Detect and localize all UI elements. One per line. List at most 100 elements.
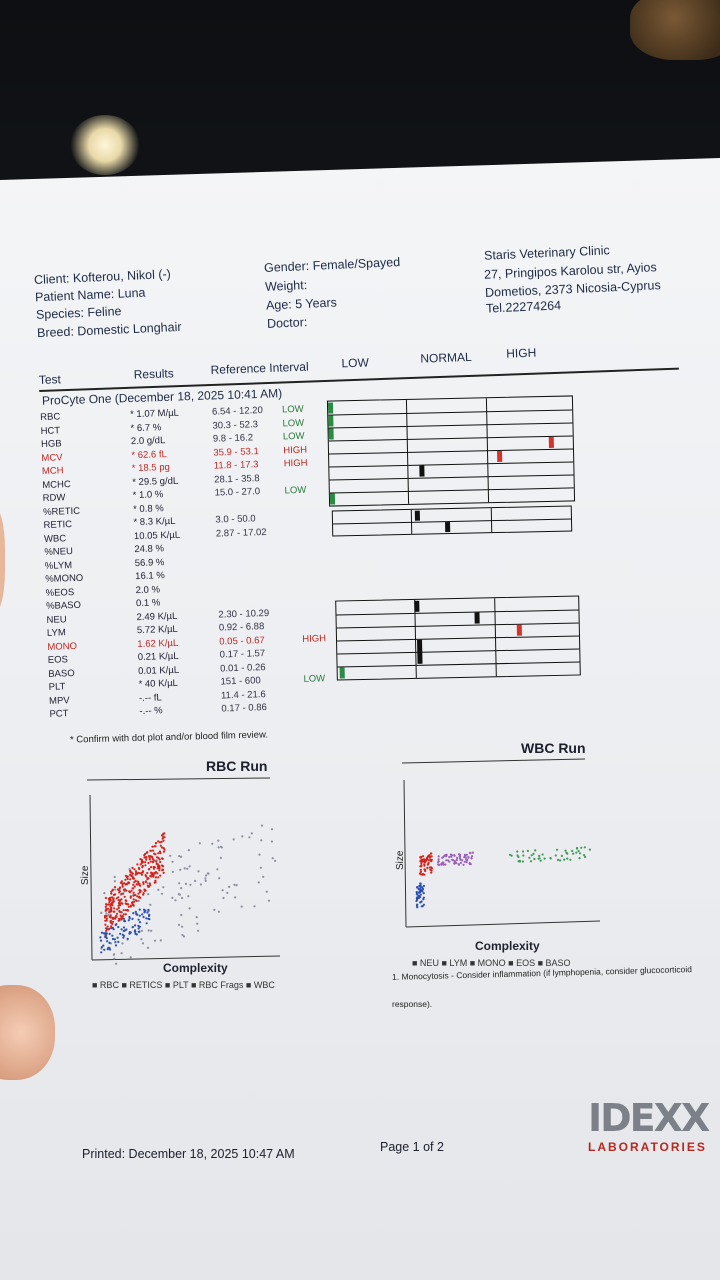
scatter-dot [232, 838, 235, 841]
scatter-dot [99, 936, 102, 939]
scatter-dot [186, 867, 189, 870]
scatter-dot [584, 855, 587, 859]
scatter-dot [111, 904, 114, 907]
mcv-marker [548, 436, 554, 448]
scatter-dot [110, 892, 113, 895]
scatter-dot [129, 931, 132, 934]
col-normal: NORMAL [420, 349, 472, 366]
row-test-name: MCV [41, 451, 63, 464]
scatter-dot [415, 893, 418, 896]
scatter-dot [137, 918, 140, 921]
scatter-dot [415, 904, 419, 907]
scatter-dot [129, 896, 132, 899]
scatter-dot [116, 908, 119, 911]
scatter-dot [126, 903, 129, 906]
row-test-name: HCT [40, 424, 61, 437]
scatter-dot [141, 864, 144, 867]
scatter-dot [151, 856, 154, 859]
scatter-dot [102, 944, 105, 947]
row-result: 56.9 % [134, 556, 165, 569]
scatter-dot [241, 835, 244, 838]
scatter-dot [100, 911, 103, 914]
scatter-dot [415, 897, 418, 900]
scatter-dot [156, 867, 159, 870]
row-result: 10.05 K/µL [133, 529, 181, 542]
scatter-dot [459, 861, 462, 864]
background-light [70, 115, 140, 175]
scatter-dot [104, 905, 107, 908]
scatter-dot [123, 882, 126, 885]
scatter-dot [259, 866, 262, 869]
scatter-dot [426, 866, 429, 870]
scatter-dot [470, 857, 473, 860]
lym-marker [474, 612, 480, 624]
scatter-dot [217, 839, 220, 842]
scatter-dot [145, 922, 148, 925]
scatter-dot [136, 883, 139, 886]
scatter-dot [157, 876, 160, 879]
rbc-dots [99, 824, 277, 965]
scatter-dot [182, 935, 186, 938]
scatter-dot [566, 857, 569, 860]
scatter-dot [105, 914, 108, 918]
scatter-dot [147, 893, 150, 896]
scatter-dot [108, 901, 111, 904]
scatter-dot [461, 859, 464, 862]
scatter-dot [163, 848, 166, 851]
scatter-dot [235, 884, 238, 887]
scatter-dot [121, 885, 124, 888]
scatter-dot [453, 862, 456, 865]
scatter-dot [128, 891, 132, 894]
row-reference: 2.30 - 10.29 [218, 607, 270, 620]
scatter-dot [213, 908, 216, 911]
scatter-dot [107, 907, 110, 910]
scatter-dot [111, 934, 114, 937]
scatter-dot [142, 915, 145, 919]
scatter-dot [113, 875, 116, 879]
scatter-dot [260, 824, 264, 827]
rbc-x-axis [91, 955, 281, 961]
scatter-dot [138, 921, 142, 924]
row-result: * 8.3 K/µL [133, 515, 176, 529]
row-result: -.-- fL [138, 691, 162, 704]
scatter-dot [418, 872, 422, 875]
scatter-dot [113, 910, 116, 913]
rbc-y-label: Size [80, 865, 91, 885]
scatter-dot [564, 849, 567, 852]
scatter-dot [180, 855, 183, 858]
scatter-dot [575, 851, 578, 854]
scatter-dot [419, 868, 422, 871]
scatter-dot [442, 863, 445, 866]
scatter-dot [563, 858, 566, 861]
scatter-dot [109, 916, 112, 919]
scatter-dot [532, 852, 535, 855]
scatter-dot [144, 864, 147, 867]
scatter-dot [199, 883, 202, 886]
scatter-dot [578, 857, 581, 860]
scatter-dot [102, 932, 105, 935]
scatter-dot [112, 897, 115, 900]
scatter-dot [189, 883, 192, 886]
rbc-x-label: Complexity [163, 961, 228, 975]
scatter-dot [178, 855, 181, 858]
scatter-dot [181, 896, 184, 900]
scatter-dot [448, 855, 451, 859]
rbc-plot-top-line [86, 777, 271, 781]
scatter-dot [123, 895, 126, 898]
scatter-dot [162, 850, 165, 853]
scatter-dot [419, 856, 422, 859]
scatter-dot [105, 929, 108, 932]
scatter-dot [114, 941, 117, 944]
scatter-dot [517, 855, 520, 859]
row-reference: 0.01 - 0.26 [219, 661, 266, 674]
scatter-dot [180, 887, 183, 890]
scatter-dot [144, 880, 147, 884]
scatter-dot [134, 899, 137, 902]
scatter-dot [452, 859, 455, 862]
scatter-dot [120, 952, 123, 955]
scatter-dot [149, 903, 152, 906]
scatter-dot [121, 942, 124, 945]
scatter-dot [116, 912, 119, 915]
scatter-dot [131, 875, 134, 878]
scatter-dot [109, 899, 112, 902]
